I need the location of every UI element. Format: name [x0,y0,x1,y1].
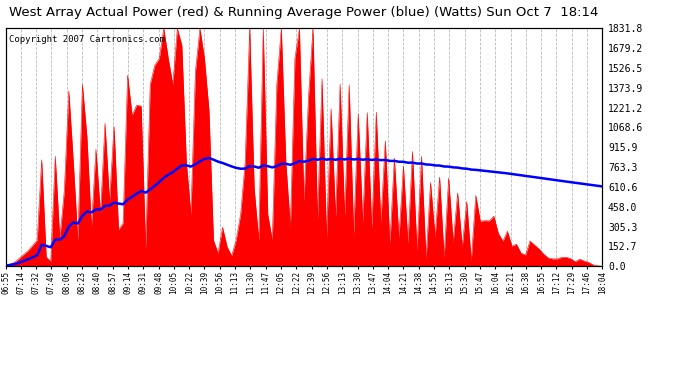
Text: Copyright 2007 Cartronics.com: Copyright 2007 Cartronics.com [8,35,164,44]
Text: West Array Actual Power (red) & Running Average Power (blue) (Watts) Sun Oct 7  : West Array Actual Power (red) & Running … [9,6,598,19]
